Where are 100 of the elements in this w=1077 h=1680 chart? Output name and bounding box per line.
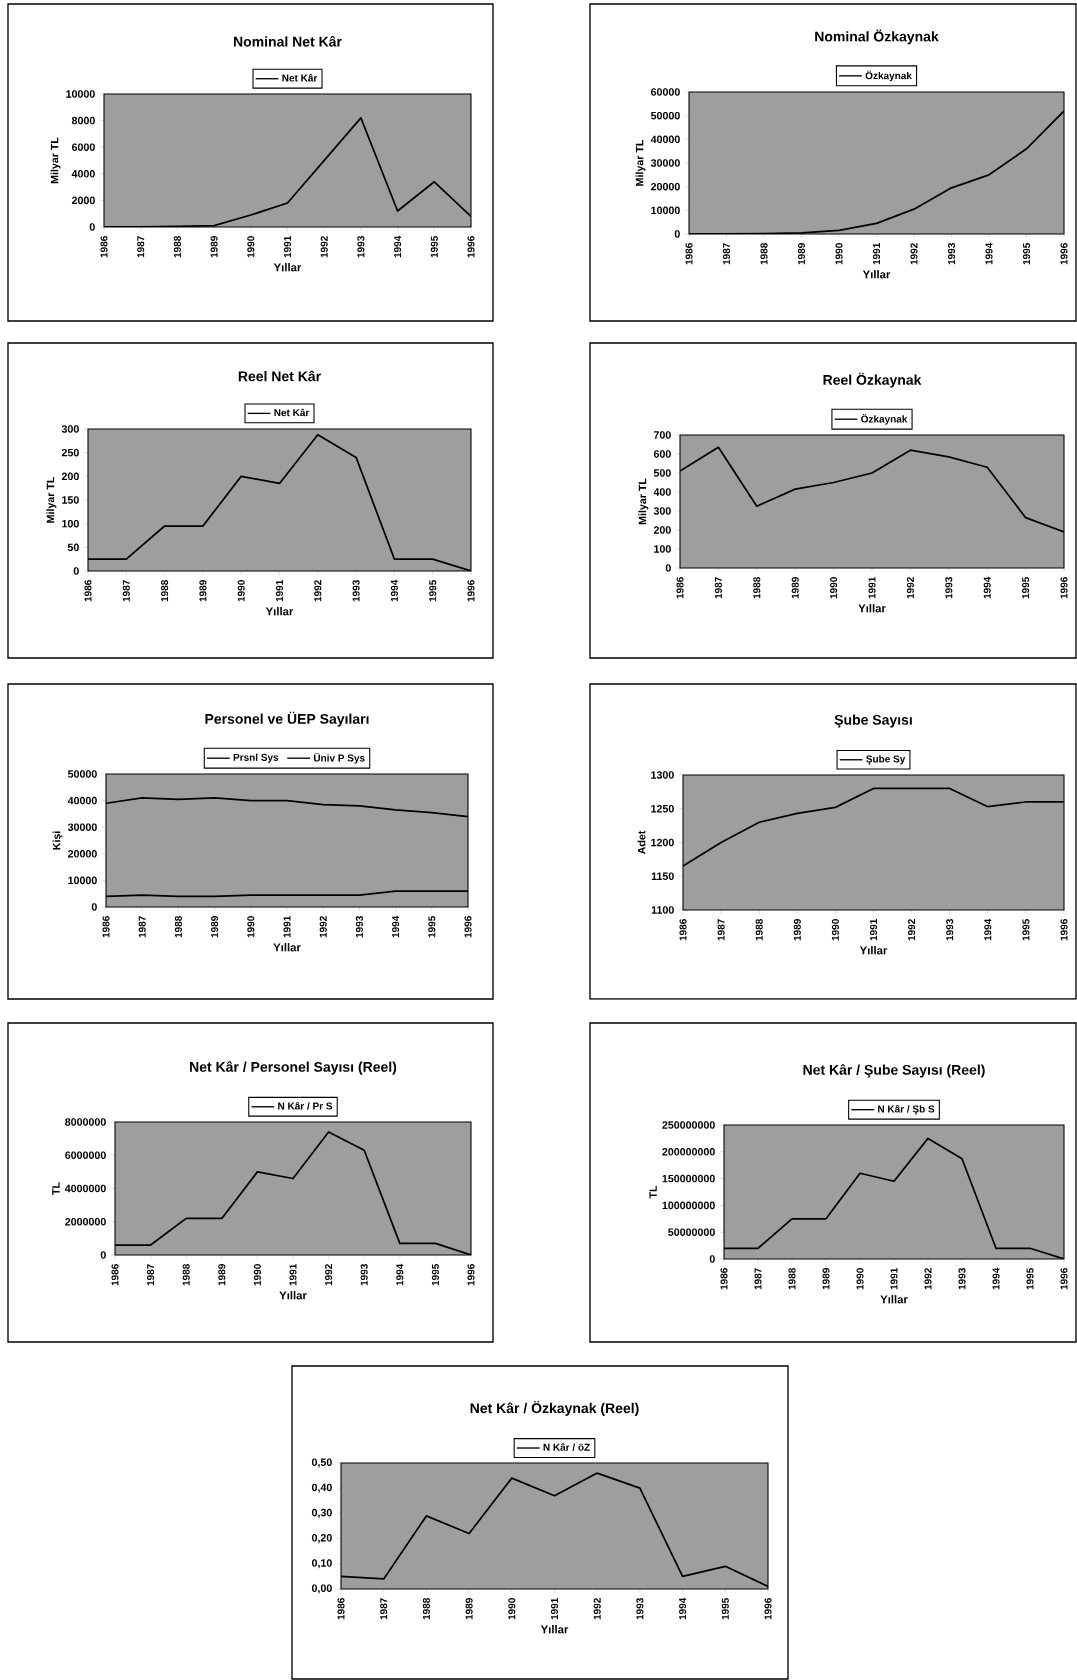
x-tick-label: 1992	[593, 1598, 601, 1620]
x-tick-label: 1993	[355, 916, 363, 938]
y-tick-label: 0,40	[311, 1483, 332, 1493]
x-tick-label: 1986	[685, 243, 693, 265]
x-tick-label: 1996	[464, 916, 472, 938]
x-tick-label: 1989	[797, 243, 806, 265]
x-axis-title: Yıllar	[273, 263, 302, 272]
y-tick-label: 30000	[67, 823, 97, 831]
y-tick-label: 1250	[651, 804, 674, 813]
x-tick-label: 1987	[714, 577, 722, 599]
y-tick-label: 1150	[651, 872, 674, 881]
y-axis-title: TL	[649, 1185, 657, 1199]
chart-title: Nominal Net Kâr	[233, 36, 342, 47]
y-tick-label: 8000	[71, 116, 95, 125]
y-tick-label: 150000000	[662, 1174, 715, 1183]
x-tick-label: 1993	[945, 577, 953, 599]
y-tick-label: 40000	[67, 796, 97, 805]
x-tick-label: 1990	[835, 243, 843, 265]
y-tick-label: 250	[61, 448, 79, 457]
chart-title: Net Kâr / Özkaynak (Reel)	[470, 1401, 639, 1416]
y-tick-label: 10000	[651, 206, 680, 215]
x-tick-label: 1991	[550, 1597, 559, 1620]
x-tick-label: 1994	[992, 1267, 1000, 1290]
y-tick-label: 400	[653, 488, 671, 496]
legend-label: Özkaynak	[861, 413, 908, 425]
x-tick-label: 1990	[508, 1598, 516, 1620]
x-tick-label: 1987	[147, 1264, 155, 1286]
x-tick-label: 1990	[253, 1264, 261, 1286]
x-tick-label: 1988	[174, 916, 182, 938]
x-tick-label: 1991	[868, 576, 876, 599]
x-tick-label: 1990	[247, 236, 255, 258]
y-axis-title: Kişi	[52, 831, 63, 850]
y-axis-title: Milyar TL	[635, 139, 646, 186]
chart-title: Reel Net Kâr	[238, 370, 321, 382]
x-tick-label: 1991	[869, 918, 878, 941]
x-tick-label: 1986	[679, 919, 687, 941]
x-tick-label: 1996	[1060, 1268, 1068, 1290]
x-tick-label: 1991	[283, 235, 292, 258]
y-tick-label: 150	[62, 496, 79, 504]
x-tick-label: 1988	[173, 236, 181, 258]
x-tick-label: 1996	[467, 1264, 475, 1286]
x-tick-label: 1994	[679, 1597, 687, 1620]
x-axis-title: Yıllar	[265, 607, 294, 616]
y-tick-label: 0	[91, 903, 97, 911]
legend-label: N Kâr / Şb S	[878, 1104, 935, 1115]
y-tick-label: 700	[653, 431, 671, 439]
y-tick-label: 100	[62, 519, 79, 528]
chart-title: Net Kâr / Şube Sayısı (Reel)	[803, 1064, 985, 1078]
x-tick-label: 1991	[289, 1263, 297, 1286]
y-axis-title: TL	[52, 1182, 60, 1195]
x-tick-label: 1987	[137, 236, 145, 258]
x-tick-label: 1987	[754, 1268, 762, 1290]
y-tick-label: 600	[653, 450, 671, 458]
x-tick-label: 1993	[946, 919, 954, 941]
y-tick-label: 50000	[650, 111, 680, 120]
x-tick-label: 1989	[199, 580, 207, 602]
x-tick-label: 1991	[890, 1267, 898, 1290]
y-tick-label: 0,20	[311, 1534, 332, 1544]
legend-label: Şube Sy	[866, 755, 906, 765]
x-tick-label: 1986	[84, 580, 92, 602]
x-tick-label: 1993	[636, 1598, 644, 1620]
x-tick-label: 1994	[392, 915, 400, 938]
x-tick-label: 1989	[218, 1264, 226, 1286]
x-tick-label: 1987	[380, 1598, 388, 1620]
y-tick-label: 50000	[67, 770, 97, 778]
x-tick-label: 1989	[822, 1268, 830, 1290]
y-tick-label: 200	[61, 472, 79, 481]
y-tick-label: 2000	[71, 196, 95, 205]
x-tick-label: 1986	[100, 236, 108, 258]
x-tick-label: 1990	[237, 580, 245, 602]
chart-title: Net Kâr / Personel Sayısı (Reel)	[190, 1061, 397, 1075]
x-axis-title: Yıllar	[862, 270, 891, 279]
y-tick-label: 1100	[651, 906, 674, 914]
x-tick-label: 1992	[314, 580, 322, 602]
x-tick-label: 1996	[1060, 577, 1068, 599]
x-tick-label: 1996	[467, 236, 475, 258]
x-axis-title: Yıllar	[880, 1295, 908, 1304]
x-tick-label: 1988	[755, 919, 763, 941]
y-tick-label: 40000	[650, 135, 680, 144]
legend-label: Özkaynak	[865, 70, 912, 82]
y-tick-label: 300	[653, 507, 671, 515]
legend-label: Net Kâr	[282, 74, 318, 82]
x-tick-label: 1995	[1022, 918, 1030, 941]
y-tick-label: 2000000	[65, 1217, 106, 1226]
x-tick-label: 1992	[910, 243, 918, 265]
x-tick-label: 1988	[788, 1268, 796, 1290]
legend-label: Net Kâr	[274, 408, 310, 417]
y-tick-label: 20000	[651, 182, 680, 191]
y-tick-label: 0	[89, 223, 95, 231]
x-tick-label: 1994	[394, 235, 402, 258]
x-tick-label: 1995	[721, 1597, 729, 1620]
x-tick-label: 1987	[722, 243, 731, 265]
x-tick-label: 1995	[428, 915, 436, 938]
y-tick-label: 4000000	[64, 1184, 106, 1193]
x-tick-label: 1990	[831, 919, 839, 941]
y-tick-label: 50	[67, 543, 79, 552]
y-axis-title: Milyar TL	[46, 476, 57, 523]
y-tick-label: 0	[73, 567, 79, 575]
x-tick-label: 1987	[138, 916, 146, 938]
x-tick-label: 1988	[422, 1598, 430, 1620]
